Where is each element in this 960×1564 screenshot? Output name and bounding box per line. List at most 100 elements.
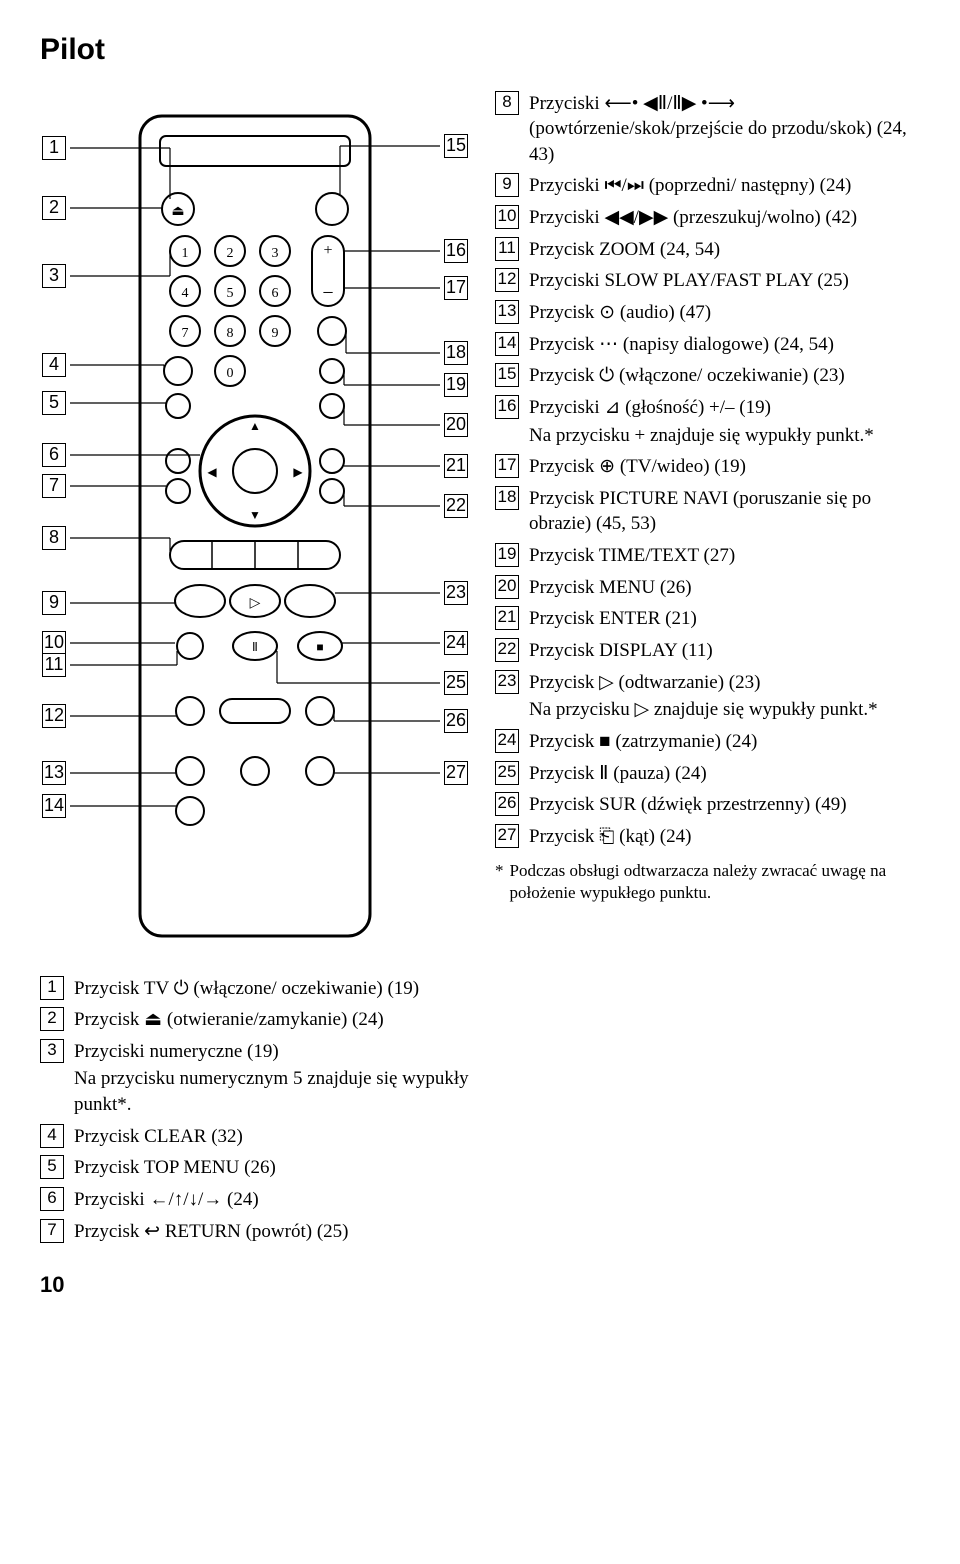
svg-text:▲: ▲ (249, 419, 261, 433)
list-item-num: 27 (495, 824, 519, 848)
svg-text:5: 5 (227, 286, 234, 301)
right-column: 8Przyciski ⟵• ◀Ⅱ/Ⅱ▶ •⟶ (powtórzenie/skok… (495, 91, 920, 1251)
callout-22: 22 (444, 494, 468, 518)
list-item: 9Przyciski ⏮/⏭ (poprzedni/ następny) (24… (495, 173, 920, 199)
list-item-text: Przycisk DISPLAY (11) (529, 638, 920, 664)
callout-20: 20 (444, 413, 468, 437)
callout-8: 8 (42, 526, 66, 550)
list-item: 25 Przycisk Ⅱ (pauza) (24) (495, 761, 920, 787)
list-item-text: Przycisk TIME/TEXT (27) (529, 543, 920, 569)
page-number: 10 (40, 1270, 920, 1300)
list-item: 13Przycisk ⊙ (audio) (47) (495, 300, 920, 326)
svg-text:Ⅱ: Ⅱ (252, 640, 258, 654)
list-item-num: 23 (495, 670, 519, 694)
list-item-num: 24 (495, 729, 519, 753)
callout-27: 27 (444, 761, 468, 785)
remote-diagram: ⏏ 1 2 3 4 5 6 7 8 9 0 + − (40, 91, 470, 961)
callout-5: 5 (42, 391, 66, 415)
list-item: 7Przycisk ↩ RETURN (powrót) (25) (40, 1219, 470, 1245)
list-item-num: 19 (495, 543, 519, 567)
list-item-num: 5 (40, 1155, 64, 1179)
callout-25: 25 (444, 671, 468, 695)
list-item-sub: Na przycisku numerycznym 5 znajduje się … (40, 1066, 470, 1117)
list-item-num: 21 (495, 606, 519, 630)
list-item-text: Przycisk ⋯ (napisy dialogowe) (24, 54) (529, 332, 920, 358)
remote-svg: ⏏ 1 2 3 4 5 6 7 8 9 0 + − (40, 91, 470, 961)
list-item-text: Przyciski ⊿ (głośność) +/– (19) (529, 395, 920, 421)
list-item-num: 22 (495, 638, 519, 662)
list-item: 5 Przycisk TOP MENU (26) (40, 1155, 470, 1181)
list-item-text: Przycisk ⎗ (kąt) (24) (529, 824, 920, 850)
list-item-num: 17 (495, 454, 519, 478)
list-item: 15Przycisk ⏻ (włączone/ oczekiwanie) (23… (495, 363, 920, 389)
list-item: 3Przyciski numeryczne (19) (40, 1039, 470, 1065)
svg-text:▷: ▷ (250, 596, 261, 611)
callout-16: 16 (444, 239, 468, 263)
left-list: 1Przycisk TV ⏻ (włączone/ oczekiwanie) (… (40, 976, 470, 1245)
callout-7: 7 (42, 474, 66, 498)
page-title: Pilot (40, 30, 920, 71)
list-item-text: Przycisk ENTER (21) (529, 606, 920, 632)
svg-text:■: ■ (316, 640, 323, 654)
list-item-num: 14 (495, 332, 519, 356)
svg-text:1: 1 (182, 246, 189, 261)
list-item-text: Przycisk ⏏ (otwieranie/zamykanie) (24) (74, 1007, 470, 1033)
list-item-num: 9 (495, 173, 519, 197)
callout-11: 11 (42, 653, 66, 677)
callout-6: 6 (42, 443, 66, 467)
callout-10: 10 (42, 631, 66, 655)
list-item: 2 Przycisk ⏏ (otwieranie/zamykanie) (24) (40, 1007, 470, 1033)
svg-text:9: 9 (272, 326, 279, 341)
callout-14: 14 (42, 794, 66, 818)
list-item-num: 12 (495, 268, 519, 292)
content-columns: ⏏ 1 2 3 4 5 6 7 8 9 0 + − (40, 91, 920, 1251)
callout-2: 2 (42, 196, 66, 220)
footnote-text: Podczas obsługi odtwarzacza należy zwrac… (510, 860, 921, 906)
svg-text:+: + (323, 242, 332, 259)
list-item-text: Przyciski ←/↑/↓/→ (24) (74, 1187, 470, 1213)
list-item-text: Przyciski SLOW PLAY/FAST PLAY (25) (529, 268, 920, 294)
list-item-text: Przycisk MENU (26) (529, 575, 920, 601)
list-item-text: Przycisk ■ (zatrzymanie) (24) (529, 729, 920, 755)
list-item-text: Przycisk TOP MENU (26) (74, 1155, 470, 1181)
svg-text:7: 7 (182, 326, 189, 341)
list-item: 8Przyciski ⟵• ◀Ⅱ/Ⅱ▶ •⟶ (powtórzenie/skok… (495, 91, 920, 168)
list-item-text: Przycisk Ⅱ (pauza) (24) (529, 761, 920, 787)
footnote-star: * (495, 860, 504, 906)
callout-26: 26 (444, 709, 468, 733)
list-item-num: 25 (495, 761, 519, 785)
svg-text:−: − (322, 282, 333, 304)
list-item-text: Przycisk ⊙ (audio) (47) (529, 300, 920, 326)
right-list: 8Przyciski ⟵• ◀Ⅱ/Ⅱ▶ •⟶ (powtórzenie/skok… (495, 91, 920, 850)
callout-19: 19 (444, 373, 468, 397)
callout-21: 21 (444, 454, 468, 478)
callout-12: 12 (42, 704, 66, 728)
footnote: * Podczas obsługi odtwarzacza należy zwr… (495, 860, 920, 906)
list-item-num: 4 (40, 1124, 64, 1148)
list-item: 22 Przycisk DISPLAY (11) (495, 638, 920, 664)
list-item: 21 Przycisk ENTER (21) (495, 606, 920, 632)
callout-17: 17 (444, 276, 468, 300)
list-item-num: 18 (495, 486, 519, 510)
svg-text:⏏: ⏏ (171, 204, 184, 219)
list-item: 4Przycisk CLEAR (32) (40, 1124, 470, 1150)
list-item: 10Przyciski ◀◀/▶▶ (przeszukuj/wolno) (42… (495, 205, 920, 231)
svg-text:3: 3 (272, 246, 279, 261)
callout-3: 3 (42, 264, 66, 288)
svg-text:0: 0 (227, 366, 234, 381)
list-item-num: 2 (40, 1007, 64, 1031)
list-item-num: 3 (40, 1039, 64, 1063)
list-item-num: 11 (495, 237, 519, 261)
list-item-sub: Na przycisku ▷ znajduje się wypukły punk… (495, 697, 920, 723)
list-item-text: Przyciski ⟵• ◀Ⅱ/Ⅱ▶ •⟶ (powtórzenie/skok/… (529, 91, 920, 168)
list-item-text: Przycisk SUR (dźwięk przestrzenny) (49) (529, 792, 920, 818)
list-item: 23Przycisk ▷ (odtwarzanie) (23) (495, 670, 920, 696)
list-item-text: Przycisk PICTURE NAVI (poruszanie się po… (529, 486, 920, 537)
callout-23: 23 (444, 581, 468, 605)
list-item-num: 26 (495, 792, 519, 816)
list-item: 1Przycisk TV ⏻ (włączone/ oczekiwanie) (… (40, 976, 470, 1002)
callout-1: 1 (42, 136, 66, 160)
svg-text:◀: ◀ (207, 465, 217, 479)
list-item-num: 15 (495, 363, 519, 387)
list-item-num: 1 (40, 976, 64, 1000)
